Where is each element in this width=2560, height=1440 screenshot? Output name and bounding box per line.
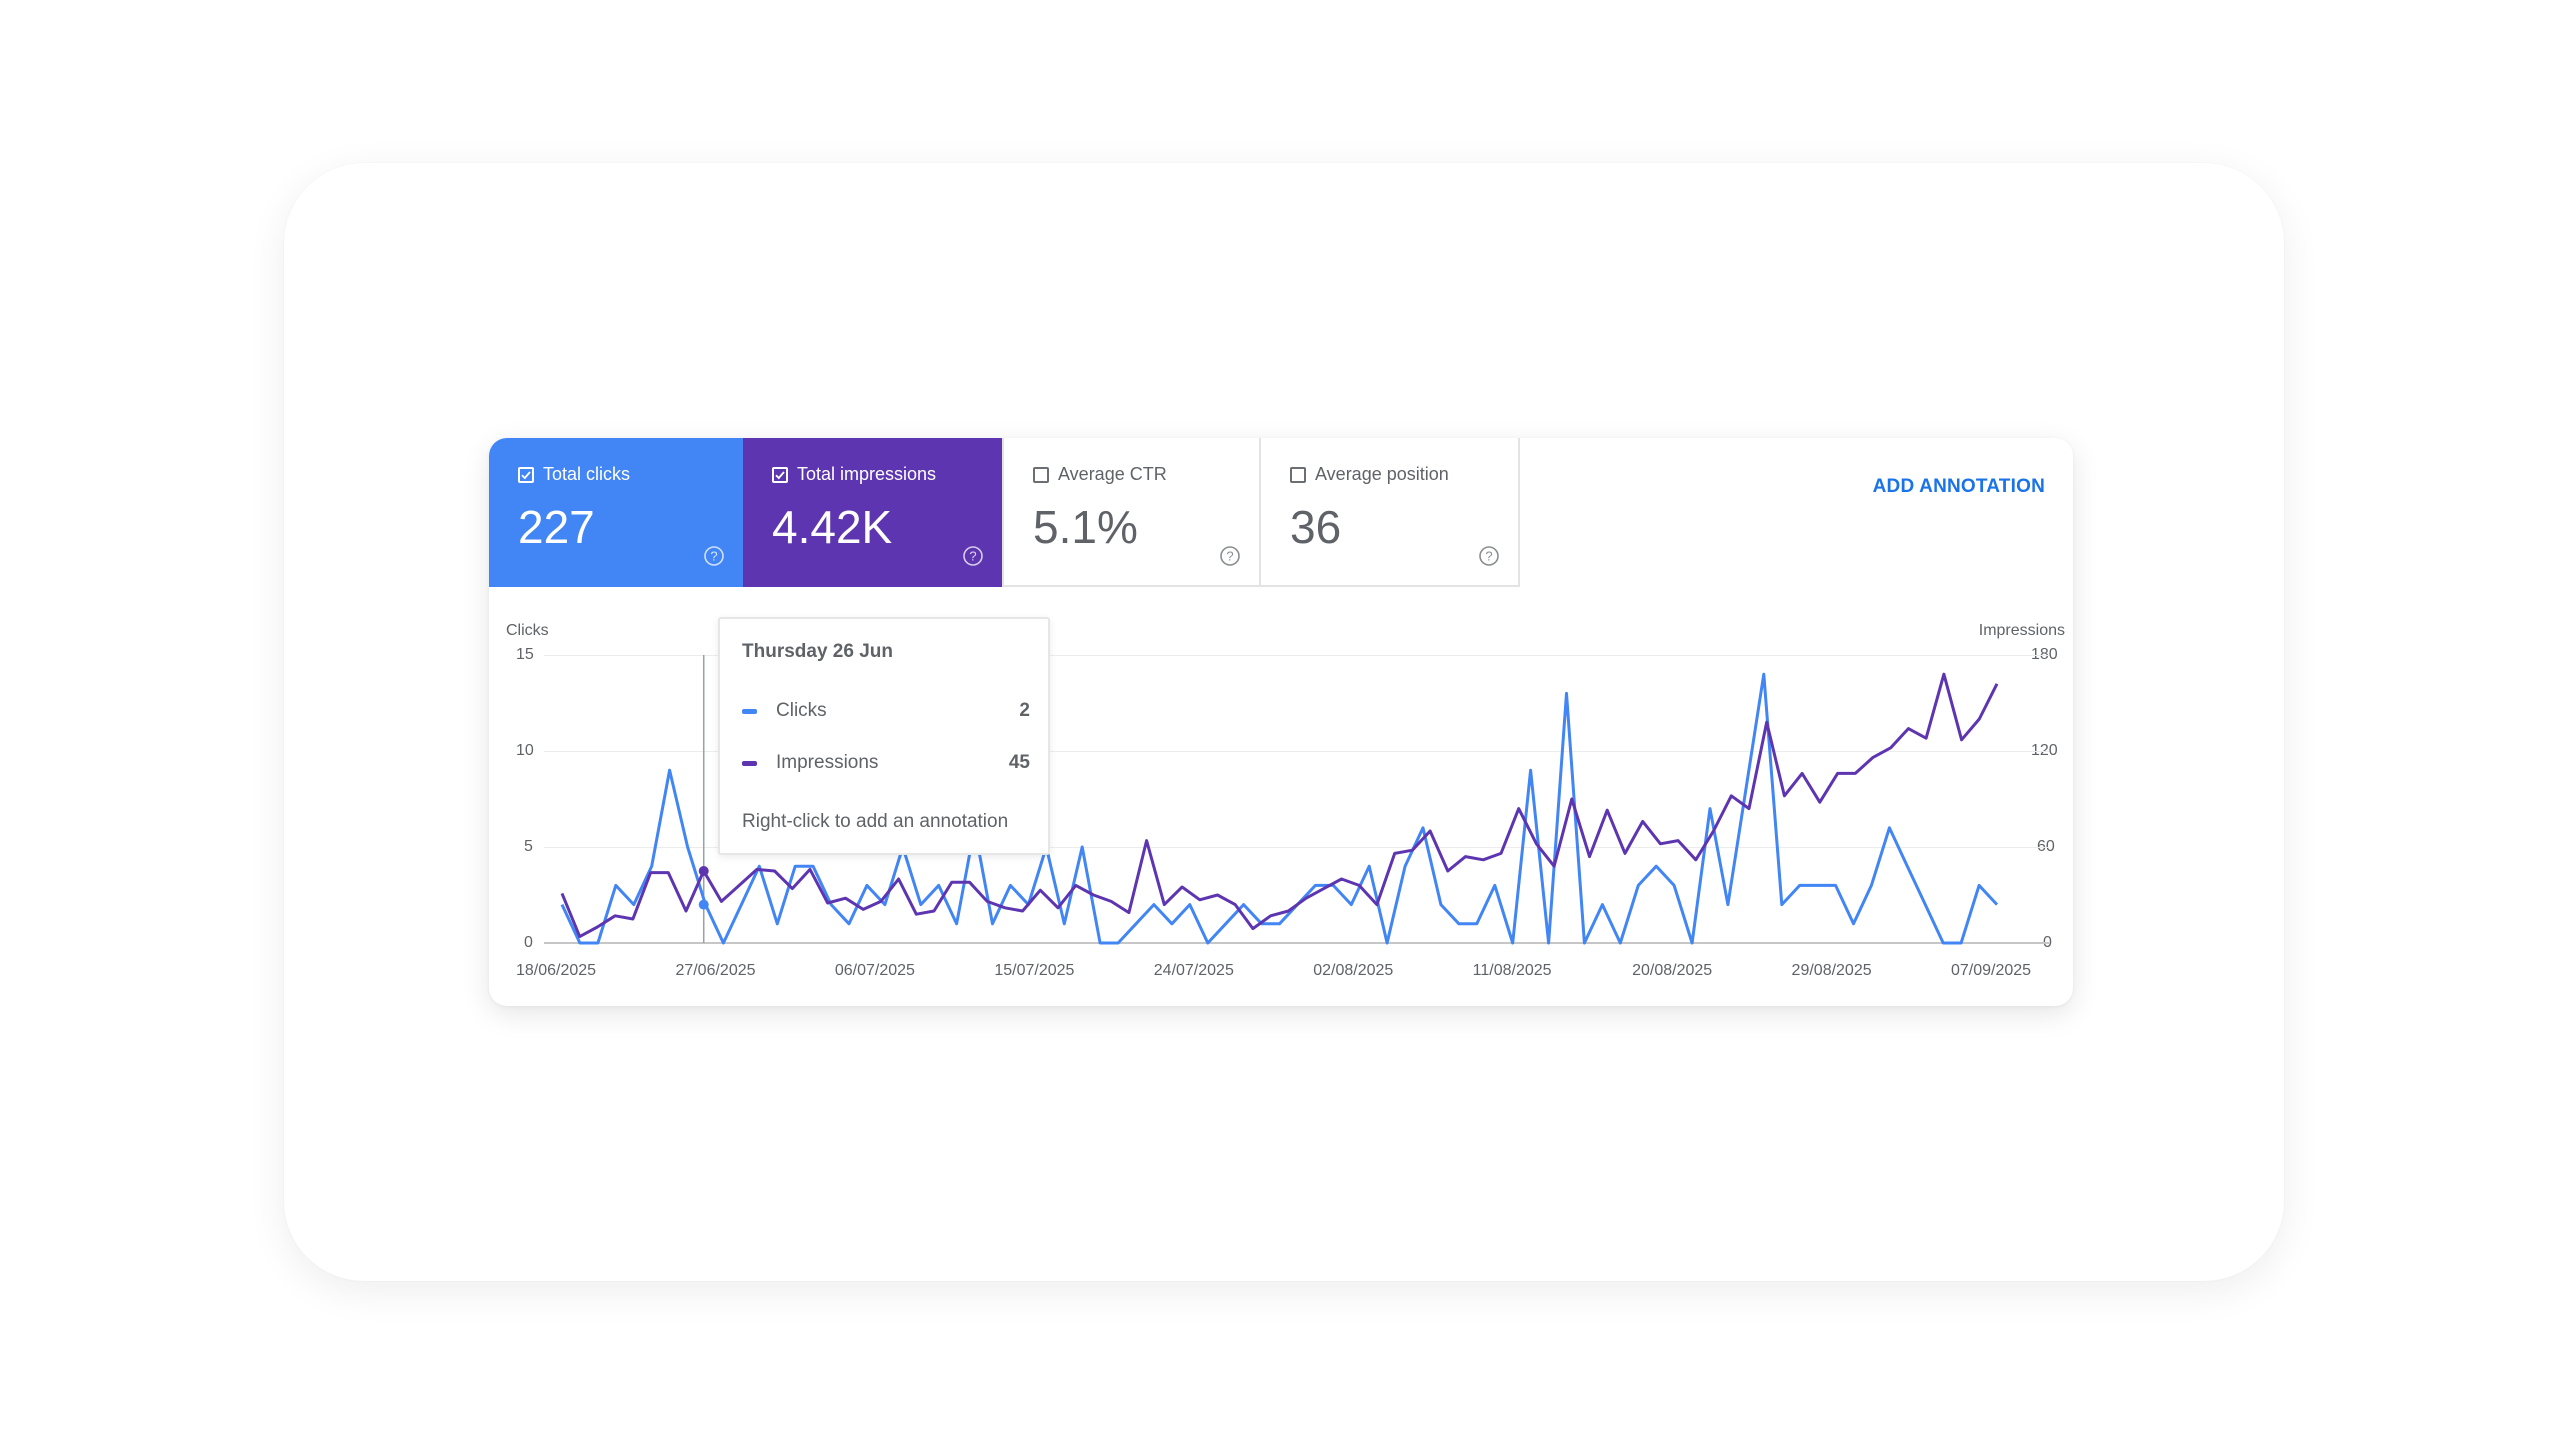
hover-point-impressions xyxy=(699,866,709,876)
tooltip-note: Right-click to add an annotation xyxy=(742,811,1008,833)
clicks-swatch-icon xyxy=(742,709,757,714)
impressions-swatch-icon xyxy=(742,761,757,766)
tooltip-row-impressions: Impressions 45 xyxy=(742,751,1030,775)
tooltip-row-clicks: Clicks 2 xyxy=(742,699,1030,723)
tooltip-series-value: 45 xyxy=(1009,752,1030,774)
hover-tooltip: Thursday 26 Jun Clicks 2 Impressions 45 … xyxy=(718,617,1050,855)
tooltip-date: Thursday 26 Jun xyxy=(742,641,893,663)
tooltip-series-name: Clicks xyxy=(776,700,1019,722)
tooltip-series-value: 2 xyxy=(1019,700,1030,722)
hover-point-clicks xyxy=(699,900,709,910)
tooltip-series-name: Impressions xyxy=(776,752,1009,774)
performance-panel: Total clicks 227 ? Total impressions 4.4… xyxy=(489,438,2073,1006)
